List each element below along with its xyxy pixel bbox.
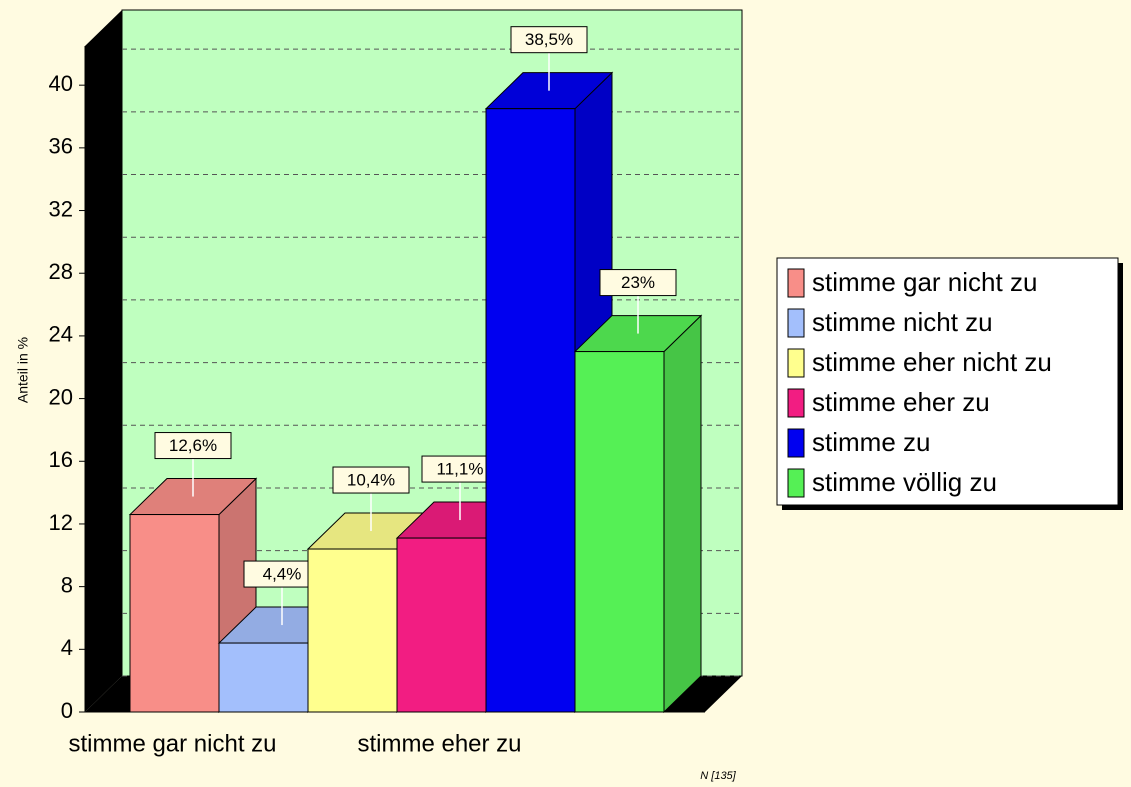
- bar: [129, 514, 220, 713]
- y-axis-title: Anteil in %: [15, 337, 31, 403]
- x-tick-label: stimme gar nicht zu: [68, 730, 276, 757]
- legend-swatch: [787, 308, 805, 338]
- legend-label: stimme eher nicht zu: [812, 347, 1052, 377]
- y-tick-label: 0: [61, 698, 73, 723]
- value-label-box: [510, 26, 588, 54]
- value-label-box: [421, 455, 499, 483]
- value-label-box: [332, 466, 410, 494]
- legend-swatch: [787, 268, 805, 298]
- bar: [218, 642, 309, 713]
- legend-swatch: [787, 388, 805, 418]
- legend-swatch: [787, 428, 805, 458]
- y-tick-label: 32: [49, 196, 73, 221]
- y-tick-label: 40: [49, 71, 73, 96]
- y-tick-label: 20: [49, 384, 73, 409]
- legend-label: stimme nicht zu: [812, 307, 993, 337]
- legend-box: [776, 257, 1119, 506]
- y-tick-label: 28: [49, 259, 73, 284]
- bar-side: [663, 314, 702, 714]
- y-tick-label: 24: [49, 322, 73, 347]
- y-tick-label: 16: [49, 447, 73, 472]
- value-label-box: [154, 432, 232, 460]
- value-label: 38,5%: [525, 30, 573, 49]
- value-label-box: [599, 269, 677, 297]
- y-tick-label: 12: [49, 510, 73, 535]
- bar: [396, 537, 487, 713]
- value-label: 23%: [621, 273, 655, 292]
- value-label: 4,4%: [263, 565, 302, 584]
- note: N [135]: [700, 770, 736, 782]
- legend-label: stimme völlig zu: [812, 467, 997, 497]
- value-label: 12,6%: [169, 436, 217, 455]
- x-tick-label: stimme eher zu: [357, 730, 521, 757]
- left-wall: [85, 10, 122, 712]
- y-tick-label: 8: [61, 572, 73, 597]
- value-label: 11,1%: [437, 460, 484, 479]
- bar: [574, 351, 665, 713]
- value-label: 10,4%: [347, 471, 395, 490]
- bar: [307, 548, 398, 713]
- legend-swatch: [787, 468, 805, 498]
- legend-label: stimme gar nicht zu: [812, 267, 1037, 297]
- value-label-box: [243, 560, 321, 588]
- legend-label: stimme eher zu: [812, 387, 990, 417]
- y-tick-label: 36: [49, 134, 73, 159]
- legend-swatch: [787, 348, 805, 378]
- legend-label: stimme zu: [812, 427, 930, 457]
- y-tick-label: 4: [61, 635, 73, 660]
- bar: [485, 108, 576, 713]
